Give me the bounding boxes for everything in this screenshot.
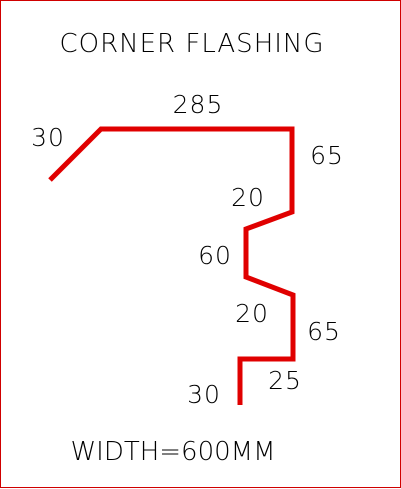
dimension-right-upper: 65 — [310, 141, 344, 170]
drawing-title: CORNER FLASHING — [59, 29, 324, 59]
dimension-lip-bottom: 30 — [187, 380, 221, 409]
dimension-top: 285 — [173, 90, 224, 119]
dimension-step-lower: 20 — [235, 299, 269, 328]
flashing-profile — [48, 126, 296, 405]
dimension-recess: 60 — [198, 241, 232, 270]
dimension-foot: 25 — [268, 366, 302, 395]
dimension-step-upper: 20 — [231, 183, 265, 212]
dimension-lip-top: 30 — [31, 123, 65, 152]
width-note: WIDTH=600MM — [70, 437, 275, 467]
dimension-right-lower: 65 — [307, 317, 341, 346]
